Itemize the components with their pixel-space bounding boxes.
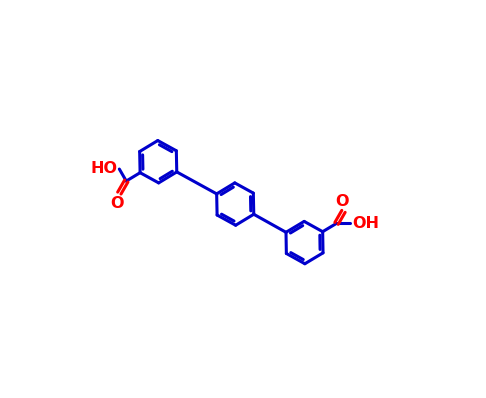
Text: HO: HO [90, 161, 118, 176]
Text: OH: OH [352, 216, 380, 231]
Text: O: O [335, 195, 348, 209]
Text: O: O [111, 196, 124, 211]
